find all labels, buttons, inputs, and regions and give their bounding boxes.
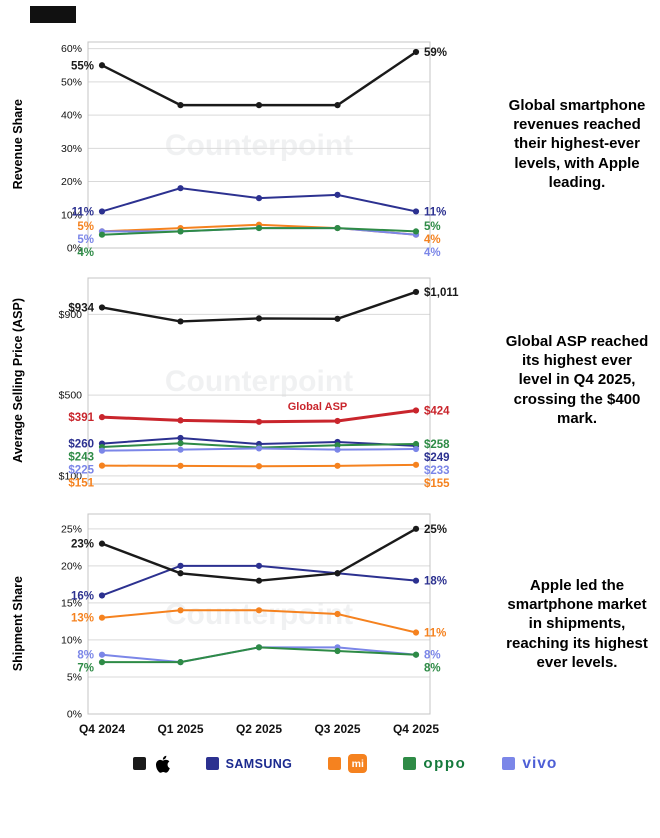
svg-text:$151: $151 — [68, 478, 94, 490]
y-axis-label-text: Average Selling Price (ASP) — [11, 297, 25, 463]
shipment-share-chart: Counterpoint 0% 5% 10% 15% 20% 25% Q4 2024 Q1 20… — [32, 502, 504, 746]
svg-text:$934: $934 — [68, 302, 94, 314]
legend-item-oppo: oppo — [403, 755, 466, 772]
asp-panel: Average Selling Price (ASP) Counterpoint… — [4, 266, 660, 494]
svg-text:25%: 25% — [61, 523, 82, 535]
svg-text:50%: 50% — [61, 76, 82, 88]
svg-text:11%: 11% — [424, 206, 446, 218]
annotation-revenue: Global smartphone revenues reached their… — [508, 97, 646, 191]
svg-text:Q4 2025: Q4 2025 — [393, 722, 439, 736]
svg-text:23%: 23% — [71, 539, 94, 551]
xiaomi-logo: mi — [348, 754, 368, 773]
svg-text:8%: 8% — [77, 650, 94, 662]
svg-text:Q4 2024: Q4 2024 — [79, 722, 125, 736]
svg-text:$233: $233 — [424, 465, 450, 477]
svg-text:$1,011: $1,011 — [424, 287, 459, 299]
legend-item-vivo: vivo — [502, 755, 557, 773]
svg-text:$260: $260 — [68, 439, 94, 451]
svg-text:Q1 2025: Q1 2025 — [157, 722, 203, 736]
svg-text:8%: 8% — [424, 650, 441, 662]
shipment-share-chart-svg: Counterpoint 0% 5% 10% 15% 20% 25% Q4 2024 Q1 20… — [61, 513, 447, 736]
svg-text:4%: 4% — [424, 234, 441, 246]
svg-text:11%: 11% — [424, 628, 446, 640]
svg-text:0%: 0% — [67, 709, 82, 721]
svg-text:60%: 60% — [61, 43, 82, 55]
svg-text:15%: 15% — [61, 597, 82, 609]
svg-text:$500: $500 — [59, 390, 83, 402]
samsung-logo: SAMSUNG — [225, 756, 293, 771]
asp-axis-label: Average Selling Price (ASP) — [4, 298, 32, 463]
svg-text:4%: 4% — [77, 247, 94, 258]
legend-item-samsung: SAMSUNG — [205, 756, 293, 771]
revenue-share-axis-label: Revenue Share — [4, 99, 32, 189]
y-axis-label-text: Revenue Share — [11, 98, 25, 190]
samsung-swatch — [205, 757, 219, 770]
svg-text:11%: 11% — [72, 206, 94, 218]
svg-text:$225: $225 — [68, 465, 94, 477]
svg-text:Q2 2025: Q2 2025 — [236, 722, 282, 736]
legend-item-xiaomi: mi — [328, 754, 368, 773]
revenue-share-panel: Revenue Share Counterpoint 0% 10% 20% 30% 40%… — [4, 30, 660, 258]
corner-mark — [30, 6, 76, 23]
svg-text:Counterpoint: Counterpoint — [165, 598, 353, 631]
svg-text:Counterpoint: Counterpoint — [165, 365, 353, 398]
svg-text:18%: 18% — [424, 576, 447, 588]
svg-text:$258: $258 — [424, 439, 450, 451]
svg-text:$900: $900 — [59, 309, 83, 321]
svg-text:$249: $249 — [424, 452, 450, 464]
xiaomi-swatch — [328, 757, 342, 770]
svg-text:59%: 59% — [424, 47, 447, 59]
annotation-asp: Global ASP reached its highest ever leve… — [505, 333, 649, 427]
svg-text:$100: $100 — [59, 470, 83, 482]
apple-swatch — [132, 757, 146, 770]
svg-text:5%: 5% — [67, 671, 82, 683]
svg-text:7%: 7% — [77, 663, 94, 675]
svg-text:13%: 13% — [71, 613, 94, 625]
svg-text:$391: $391 — [68, 412, 94, 424]
svg-text:4%: 4% — [424, 247, 441, 258]
svg-text:5%: 5% — [77, 234, 94, 246]
legend: SAMSUNG mi oppo vivo — [30, 754, 660, 773]
shipment-share-panel: Shipment Share Counterpoint 0% 5% 10% 15% 20%… — [4, 502, 660, 746]
annotation-shipments: Apple led the smartphone market in shipm… — [506, 577, 648, 671]
svg-text:5%: 5% — [424, 221, 441, 233]
revenue-share-chart-svg: Counterpoint 0% 10% 20% 30% 40% 50% 60% 55% 11% 5%… — [61, 41, 447, 258]
oppo-swatch — [403, 757, 417, 770]
shipment-share-axis-label: Shipment Share — [4, 576, 32, 671]
svg-text:0%: 0% — [67, 243, 82, 255]
svg-text:40%: 40% — [61, 110, 82, 122]
svg-text:30%: 30% — [61, 143, 82, 155]
y-axis-label-text: Shipment Share — [11, 576, 25, 672]
vivo-swatch — [502, 757, 516, 770]
svg-text:$155: $155 — [424, 478, 450, 490]
svg-text:Q3 2025: Q3 2025 — [314, 722, 360, 736]
vivo-logo: vivo — [522, 754, 558, 772]
svg-text:5%: 5% — [77, 221, 94, 233]
svg-text:Global ASP: Global ASP — [288, 401, 348, 413]
asp-chart-svg: Counterpoint $100 $500 $900 Global ASP $934 $3… — [59, 277, 459, 490]
svg-text:10%: 10% — [61, 634, 82, 646]
legend-item-apple — [132, 754, 170, 773]
svg-text:25%: 25% — [424, 524, 447, 536]
svg-text:20%: 20% — [61, 560, 82, 572]
svg-text:$243: $243 — [68, 452, 94, 464]
asp-chart: Counterpoint $100 $500 $900 Global ASP $934 $3… — [32, 266, 504, 494]
svg-text:20%: 20% — [61, 176, 82, 188]
svg-text:$424: $424 — [424, 405, 450, 417]
oppo-logo: oppo — [423, 755, 467, 772]
svg-text:Counterpoint: Counterpoint — [165, 129, 353, 162]
svg-text:10%: 10% — [61, 209, 82, 221]
apple-logo-icon — [155, 755, 170, 773]
svg-text:16%: 16% — [71, 590, 94, 602]
svg-text:55%: 55% — [71, 60, 94, 72]
svg-text:8%: 8% — [424, 663, 441, 675]
revenue-share-chart: Counterpoint 0% 10% 20% 30% 40% 50% 60% 55% 11% 5%… — [32, 30, 504, 258]
